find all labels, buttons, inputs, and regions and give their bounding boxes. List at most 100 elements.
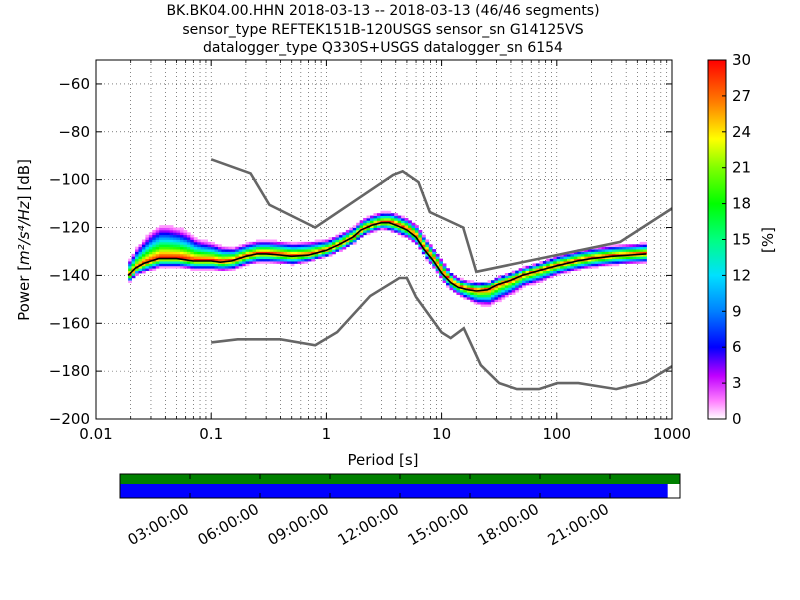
heatmap-cell [421,244,426,248]
heatmap-cell [245,263,250,267]
heatmap-cell [598,249,602,252]
heatmap-cell [408,225,412,228]
heatmap-cell [563,253,568,257]
heatmap-cell [169,251,174,255]
heatmap-cell [553,258,558,262]
heatmap-cell [639,244,644,248]
heatmap-cell [173,246,177,250]
heatmap-cell [636,251,641,255]
heatmap-cell [408,237,412,240]
heatmap-cell [197,258,202,262]
heatmap-cell [622,261,627,264]
heatmap-cell [197,253,202,257]
heatmap-cell [273,256,278,260]
heatmap-cell [290,244,295,248]
heatmap-cell [414,227,419,231]
heatmap-cell [190,256,195,260]
heatmap-cell [380,225,385,228]
heatmap-cell [290,251,295,255]
heatmap-cell [190,253,195,257]
colorbar-tick-label: 3 [732,374,742,392]
heatmap-cell [508,273,513,276]
heatmap-cell [287,241,291,245]
heatmap-cell [601,261,606,264]
heatmap-cell [518,282,523,286]
heatmap-cell [259,256,264,260]
heatmap-cell [397,229,402,233]
heatmap-cell [546,258,551,262]
heatmap-cell [186,244,191,248]
heatmap-cell [380,227,385,231]
heatmap-cell [179,227,184,231]
heatmap-cell [414,229,419,233]
heatmap-cell [176,249,181,252]
heatmap-cell [459,277,464,281]
heatmap-cell [394,220,399,224]
heatmap-cell [560,256,564,260]
heatmap-cell [425,239,430,243]
heatmap-cell [442,263,447,267]
heatmap-cell [463,282,468,286]
heatmap-cell [179,261,184,264]
heatmap-cell [304,244,309,248]
heatmap-cell [352,227,357,231]
heatmap-cell [435,253,440,257]
heatmap-cell [629,246,634,250]
colorbar-tick-label: 0 [732,410,742,428]
heatmap-cell [287,261,291,264]
heatmap-cell [553,265,558,269]
heatmap-cell [280,244,285,248]
y-axis-label-suffix: ] [dB] [15,159,33,201]
heatmap-cell [179,263,184,267]
heatmap-cell [622,244,627,248]
heatmap-cell [148,261,153,264]
heatmap-cell [577,265,582,269]
heatmap-cell [511,275,516,279]
heatmap-cell [643,241,647,245]
heatmap-cell [242,246,247,250]
heatmap-cell [214,258,219,262]
heatmap-cell [269,261,274,264]
heatmap-cell [155,251,160,255]
heatmap-cell [183,244,188,248]
heatmap-cell [459,292,464,295]
heatmap-cell [266,256,271,260]
heatmap-cell [539,265,544,269]
heatmap-cell [338,237,343,240]
heatmap-cell [297,256,302,260]
heatmap-cell [487,304,492,307]
heatmap-cell [567,270,571,274]
heatmap-cell [484,292,488,295]
heatmap-cell [162,258,167,262]
heatmap-cell [359,222,364,226]
heatmap-cell [370,220,374,224]
x-tick-label: 1 [322,425,332,443]
heatmap-cell [214,253,219,257]
heatmap-cell [300,258,305,262]
heatmap-cell [345,232,350,236]
heatmap-cell [608,263,613,267]
heatmap-cell [193,249,198,252]
heatmap-cell [200,249,205,252]
heatmap-cell [580,265,585,269]
heatmap-cell [370,229,374,233]
heatmap-cell [349,234,354,238]
heatmap-cell [421,249,426,252]
heatmap-cell [328,237,333,240]
heatmap-cell [193,253,198,257]
heatmap-cell [152,244,157,248]
heatmap-cell [283,258,288,262]
heatmap-cell [145,251,150,255]
heatmap-cell [456,277,461,281]
heatmap-cell [252,241,257,245]
heatmap-cell [235,253,240,257]
heatmap-cell [487,280,492,283]
heatmap-cell [618,261,623,264]
heatmap-cell [332,249,336,252]
heatmap-cell [190,251,195,255]
heatmap-cell [463,294,468,298]
heatmap-cell [155,253,160,257]
heatmap-cell [376,220,381,224]
heatmap-cell [611,251,616,255]
heatmap-cell [477,299,482,303]
